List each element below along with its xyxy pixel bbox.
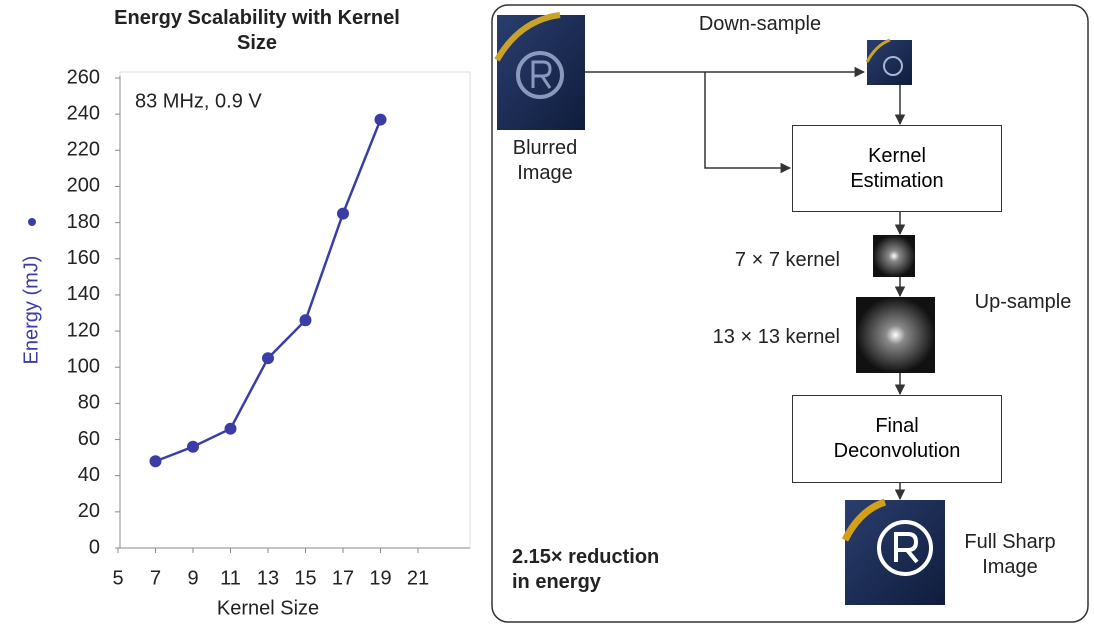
- blurred-label: Blurred Image: [500, 136, 590, 186]
- reduction-label: 2.15× reduction in energy: [512, 545, 672, 595]
- sharp-image: [845, 500, 945, 605]
- kernel-13-label: 13 × 13 kernel: [640, 325, 840, 350]
- blurred-image: [497, 15, 585, 130]
- y-tick-label: 120: [67, 319, 100, 341]
- y-tick-label: 180: [67, 211, 100, 233]
- full-sharp-label: Full Sharp Image: [955, 530, 1065, 580]
- point: [187, 441, 199, 453]
- x-tick-label: 15: [294, 567, 316, 589]
- y-tick-label: 200: [67, 175, 100, 197]
- x-axis-label: Kernel Size: [217, 597, 319, 619]
- x-tick-label: 21: [407, 567, 429, 589]
- y-axis-label: Energy (mJ): [20, 256, 42, 365]
- chart-title: Energy Scalability with Kernel Size: [112, 6, 402, 56]
- x-tick-label: 17: [332, 567, 354, 589]
- annotation: 83 MHz, 0.9 V: [135, 90, 262, 112]
- legend-marker: [28, 218, 36, 226]
- point: [300, 314, 312, 326]
- y-tick-label: 0: [89, 536, 100, 558]
- kernel-estimation-box: Kernel Estimation: [792, 125, 1002, 212]
- kernel-13-image: [856, 297, 935, 373]
- y-tick-label: 40: [78, 464, 100, 486]
- kernel-7-label: 7 × 7 kernel: [640, 248, 840, 273]
- x-tick-label: 5: [112, 567, 123, 589]
- y-tick-label: 60: [78, 428, 100, 450]
- point: [150, 455, 162, 467]
- y-tick-label: 260: [67, 66, 100, 88]
- y-tick-label: 80: [78, 392, 100, 414]
- x-tick-label: 19: [369, 567, 391, 589]
- x-tick-label: 13: [257, 567, 279, 589]
- y-tick-label: 160: [67, 247, 100, 269]
- up-sample-label: Up-sample: [958, 290, 1088, 315]
- x-tick-label: 7: [150, 567, 161, 589]
- point: [375, 114, 387, 126]
- y-tick-label: 220: [67, 139, 100, 161]
- x-tick-label: 9: [187, 567, 198, 589]
- y-tick-label: 240: [67, 102, 100, 124]
- kernel-7-image: [873, 235, 915, 277]
- point: [262, 352, 274, 364]
- final-deconvolution-label: Final Deconvolution: [822, 414, 972, 464]
- y-tick-label: 140: [67, 283, 100, 305]
- point: [225, 423, 237, 435]
- chart: 83 MHz, 0.9 V Kernel Size Energy (mJ) 0 2…: [0, 0, 1094, 628]
- final-deconvolution-box: Final Deconvolution: [792, 395, 1002, 483]
- y-tick-label: 100: [67, 356, 100, 378]
- down-sample-label: Down-sample: [660, 12, 860, 37]
- x-tick-label: 11: [220, 567, 241, 589]
- point: [337, 208, 349, 220]
- small-image: [867, 40, 912, 85]
- kernel-estimation-label: Kernel Estimation: [837, 144, 957, 194]
- y-tick-label: 20: [78, 500, 100, 522]
- plot-frame: [120, 72, 470, 548]
- line: [156, 120, 381, 462]
- page: 83 MHz, 0.9 V Kernel Size Energy (mJ) 0 2…: [0, 0, 1094, 628]
